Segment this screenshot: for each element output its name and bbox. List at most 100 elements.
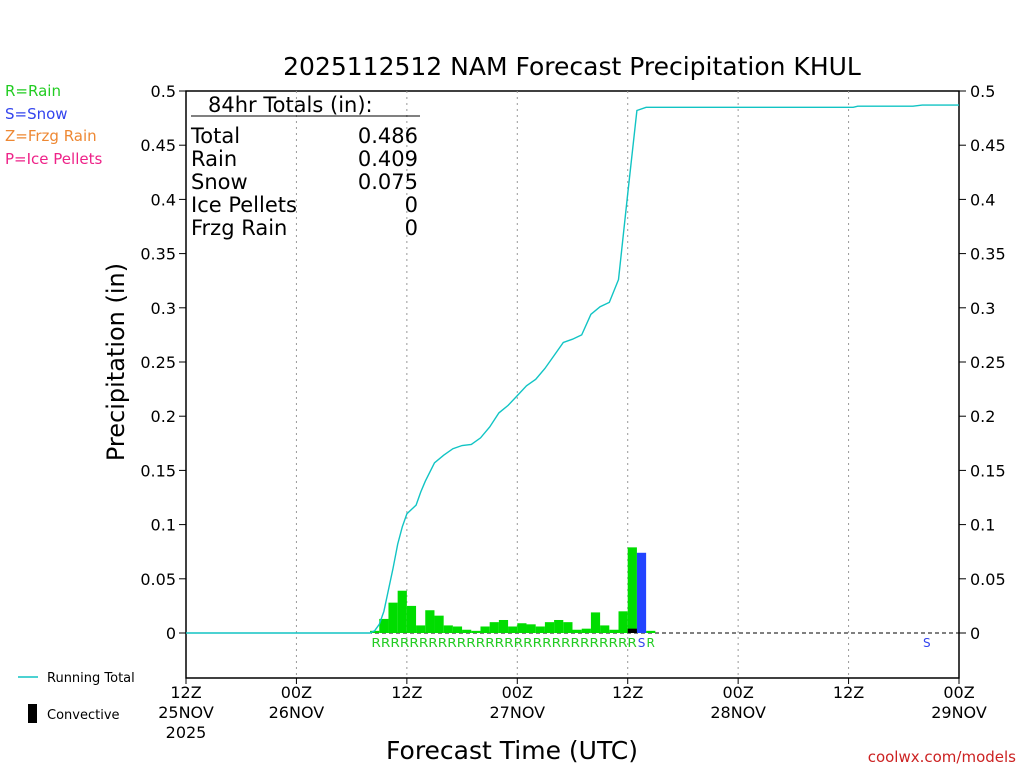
totals-value: 0.409 (358, 147, 418, 171)
precip-type-legend: R=Rain S=Snow Z=Frzg Rain P=Ice Pellets (5, 82, 102, 168)
x-tick-time: 00Z (502, 683, 533, 702)
rain-bar (581, 628, 591, 633)
rain-bar (535, 626, 545, 633)
legend-rain: R=Rain (5, 82, 61, 100)
x-tick-time: 12Z (170, 683, 201, 702)
rain-bar (379, 618, 389, 633)
totals-label: Frzg Rain (191, 216, 287, 240)
y-axis-label: Precipitation (in) (102, 263, 130, 461)
rain-bar (544, 622, 555, 633)
x-tick-time: 12Z (391, 683, 422, 702)
convective-bar (627, 628, 637, 633)
snow-code: S (923, 636, 931, 650)
rain-bar (498, 619, 509, 633)
y-tick-label-right: 0.45 (970, 136, 1006, 155)
rain-bar (572, 629, 582, 633)
y-tick-label-right: 0.25 (970, 353, 1006, 372)
y-axis-right: 0 0.05 0.1 0.15 0.2 0.25 0.3 0.35 0.4 0.45 0.5 (959, 82, 1006, 643)
credit-text: coolwx.com/models (868, 748, 1016, 766)
x-tick-time: 00Z (281, 683, 312, 702)
rain-bar (508, 626, 518, 633)
y-tick-label-left: 0.4 (151, 190, 176, 209)
totals-box: 84hr Totals (in): Total 0.486 Rain 0.409 Sno… (190, 93, 420, 240)
x-tick-date: 28NOV (710, 703, 766, 722)
rain-bar (526, 624, 536, 633)
y-tick-label-left: 0.5 (151, 82, 176, 101)
x-tick-time: 12Z (612, 683, 643, 702)
chart-title: 2025112512 NAM Forecast Precipitation KH… (283, 52, 861, 81)
rain-bar (370, 630, 380, 633)
running-total-line (186, 104, 959, 634)
y-tick-label-left: 0.1 (151, 516, 176, 535)
rain-bar (462, 629, 472, 633)
rain-bar (554, 619, 564, 633)
x-tick-time: 00Z (943, 683, 974, 702)
x-tick-time: 12Z (833, 683, 864, 702)
legend-running-total: Running Total (47, 671, 135, 686)
y-tick-label-left: 0.35 (140, 245, 176, 264)
totals-value: 0.075 (358, 170, 418, 194)
rain-bar (425, 610, 435, 633)
y-axis-left: 0 0.05 0.1 0.15 0.2 0.25 0.3 0.35 0.4 0.45 0.5 (140, 82, 186, 643)
x-tick-date: 26NOV (269, 703, 325, 722)
legend-snow: S=Snow (5, 105, 68, 123)
totals-rows: Total 0.486 Rain 0.409 Snow 0.075 Ice Pellets 0… (190, 124, 418, 240)
convective-swatch (28, 704, 37, 723)
x-tick-year: 2025 (166, 723, 207, 742)
precipitation-bars (370, 547, 656, 633)
rain-bar (600, 625, 610, 633)
y-tick-label-right: 0.1 (970, 516, 995, 535)
y-tick-label-left: 0.2 (151, 407, 176, 426)
rain-bar (397, 590, 407, 633)
totals-label: Rain (191, 147, 237, 171)
x-axis-label: Forecast Time (UTC) (386, 736, 638, 765)
rain-bar (434, 615, 444, 633)
rain-bar (406, 605, 417, 633)
rain-bar (452, 626, 463, 633)
rain-bar (627, 547, 637, 633)
y-tick-label-right: 0.15 (970, 461, 1006, 480)
y-tick-label-left: 0 (166, 624, 176, 643)
totals-label: Snow (191, 170, 248, 194)
plot-frame (185, 90, 960, 679)
rain-bar (443, 625, 453, 633)
y-tick-label-right: 0.3 (970, 299, 995, 318)
x-tick-date: 29NOV (931, 703, 987, 722)
x-tick-time: 00Z (722, 683, 753, 702)
rain-bar (416, 625, 426, 633)
legend-convective: Convective (47, 708, 120, 723)
rain-bar (489, 622, 499, 633)
y-tick-label-right: 0 (970, 624, 980, 643)
rain-bar (646, 630, 656, 633)
x-tick-date: 27NOV (489, 703, 545, 722)
y-tick-label-left: 0.05 (140, 570, 176, 589)
rain-bar (618, 611, 628, 633)
totals-label: Total (190, 124, 240, 148)
y-tick-label-left: 0.15 (140, 461, 176, 480)
y-tick-label-left: 0.45 (140, 136, 176, 155)
y-tick-label-right: 0.35 (970, 245, 1006, 264)
y-tick-label-right: 0.05 (970, 570, 1006, 589)
rain-bar (388, 602, 398, 633)
rain-code: R (647, 636, 655, 650)
y-tick-label-right: 0.2 (970, 407, 995, 426)
totals-value: 0 (405, 193, 418, 217)
rain-bar (480, 626, 490, 633)
snow-code: S (638, 636, 646, 650)
rain-bar (563, 622, 573, 633)
y-tick-label-left: 0.3 (151, 299, 176, 318)
y-tick-label-left: 0.25 (140, 353, 176, 372)
totals-value: 0.486 (358, 124, 418, 148)
rain-bar (609, 629, 619, 633)
totals-value: 0 (405, 216, 418, 240)
x-tick-date: 25NOV (158, 703, 214, 722)
y-tick-label-right: 0.5 (970, 82, 995, 101)
rain-bar (590, 612, 601, 633)
legend-ice-pellets: P=Ice Pellets (5, 150, 102, 168)
rain-bar (471, 630, 481, 633)
precip-type-codes: RRRRRRRRRRRRRRRRRRRRRRRRRRRR S R S (371, 636, 930, 650)
y-tick-label-right: 0.4 (970, 190, 995, 209)
totals-label: Ice Pellets (191, 193, 297, 217)
